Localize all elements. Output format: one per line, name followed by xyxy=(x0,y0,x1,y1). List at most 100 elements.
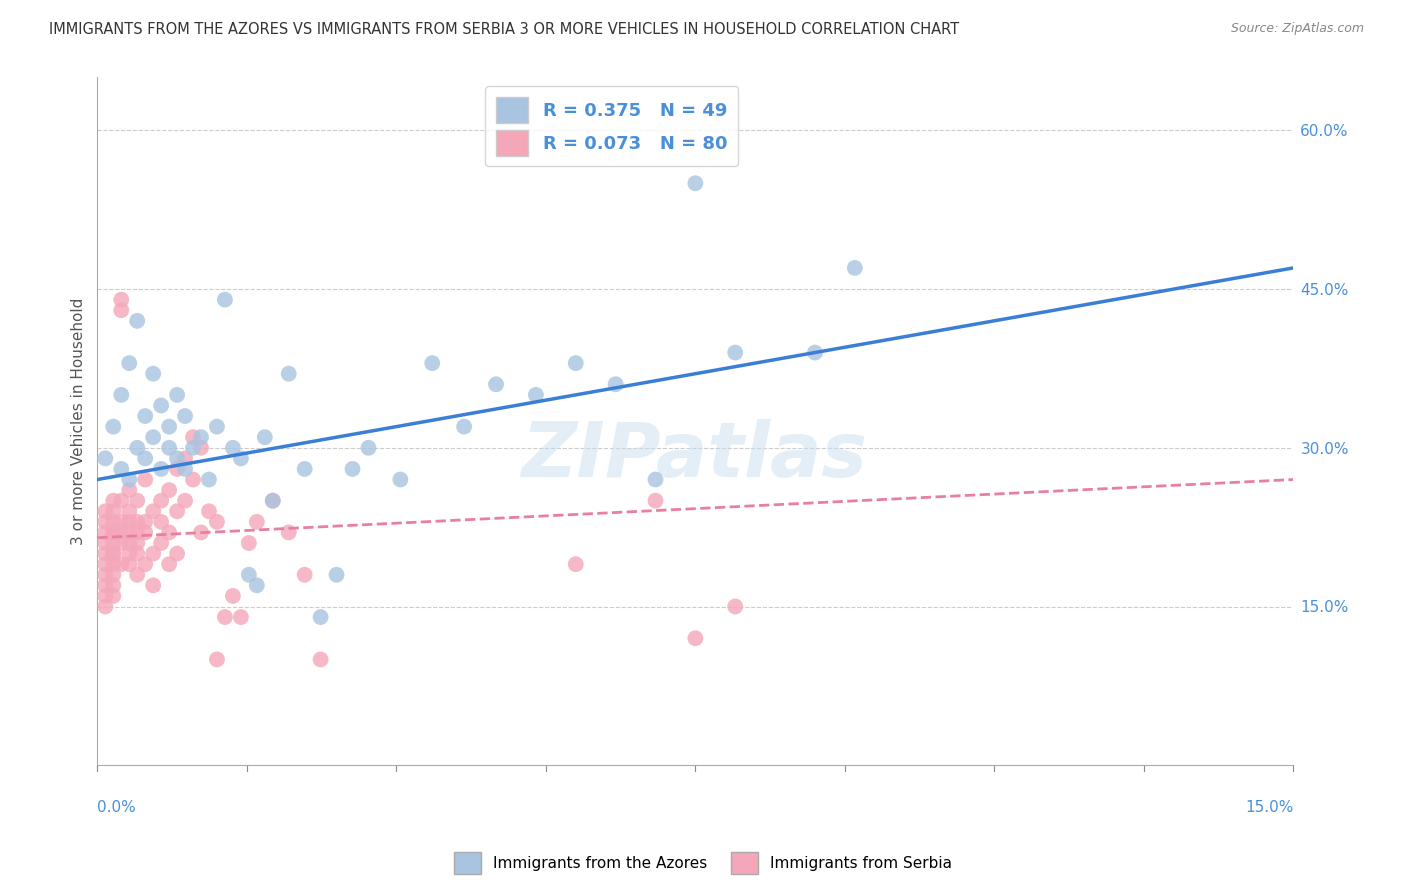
Point xyxy=(110,536,132,550)
Point xyxy=(166,388,188,402)
Point xyxy=(142,578,165,592)
Point xyxy=(294,567,316,582)
Point xyxy=(294,462,316,476)
Point xyxy=(253,430,276,444)
Point xyxy=(157,557,180,571)
Point xyxy=(127,441,149,455)
Point xyxy=(94,451,117,466)
Point xyxy=(127,314,149,328)
Point xyxy=(565,356,588,370)
Point xyxy=(357,441,380,455)
Point xyxy=(103,536,125,550)
Point xyxy=(94,557,117,571)
Point xyxy=(205,419,228,434)
Legend: Immigrants from the Azores, Immigrants from Serbia: Immigrants from the Azores, Immigrants f… xyxy=(447,846,959,880)
Point xyxy=(166,451,188,466)
Point xyxy=(110,557,132,571)
Point xyxy=(150,536,173,550)
Point xyxy=(325,567,347,582)
Point xyxy=(134,525,156,540)
Point xyxy=(277,525,299,540)
Point xyxy=(134,473,156,487)
Point xyxy=(724,599,747,614)
Point xyxy=(174,462,197,476)
Point xyxy=(174,493,197,508)
Point xyxy=(110,525,132,540)
Point xyxy=(246,515,269,529)
Point xyxy=(214,610,236,624)
Point xyxy=(94,515,117,529)
Point xyxy=(142,430,165,444)
Text: IMMIGRANTS FROM THE AZORES VS IMMIGRANTS FROM SERBIA 3 OR MORE VEHICLES IN HOUSE: IMMIGRANTS FROM THE AZORES VS IMMIGRANTS… xyxy=(49,22,959,37)
Text: 0.0%: 0.0% xyxy=(97,799,136,814)
Point xyxy=(222,441,245,455)
Point xyxy=(157,441,180,455)
Point xyxy=(103,525,125,540)
Point xyxy=(142,367,165,381)
Point xyxy=(134,515,156,529)
Point xyxy=(262,493,284,508)
Text: ZIPatlas: ZIPatlas xyxy=(523,418,869,492)
Point xyxy=(198,504,221,518)
Point xyxy=(190,430,212,444)
Point xyxy=(110,388,132,402)
Point xyxy=(142,504,165,518)
Point xyxy=(118,356,141,370)
Point xyxy=(229,451,252,466)
Point xyxy=(277,367,299,381)
Point xyxy=(118,483,141,497)
Point xyxy=(166,462,188,476)
Point xyxy=(94,504,117,518)
Point xyxy=(118,473,141,487)
Point xyxy=(174,451,197,466)
Point xyxy=(685,632,707,646)
Point xyxy=(110,303,132,318)
Point xyxy=(94,589,117,603)
Point xyxy=(342,462,364,476)
Point xyxy=(118,557,141,571)
Point xyxy=(150,515,173,529)
Point xyxy=(644,473,666,487)
Point xyxy=(485,377,508,392)
Point xyxy=(118,536,141,550)
Legend: R = 0.375   N = 49, R = 0.073   N = 80: R = 0.375 N = 49, R = 0.073 N = 80 xyxy=(485,87,738,167)
Point xyxy=(166,547,188,561)
Point xyxy=(157,525,180,540)
Point xyxy=(134,409,156,423)
Point xyxy=(181,473,204,487)
Point xyxy=(118,525,141,540)
Point xyxy=(94,536,117,550)
Point xyxy=(190,525,212,540)
Point xyxy=(150,462,173,476)
Point xyxy=(246,578,269,592)
Point xyxy=(103,493,125,508)
Point xyxy=(103,578,125,592)
Point xyxy=(174,409,197,423)
Point xyxy=(94,567,117,582)
Point xyxy=(118,515,141,529)
Point xyxy=(103,547,125,561)
Point xyxy=(229,610,252,624)
Point xyxy=(118,547,141,561)
Point xyxy=(804,345,827,359)
Point xyxy=(127,525,149,540)
Point xyxy=(150,493,173,508)
Point xyxy=(110,293,132,307)
Point xyxy=(103,504,125,518)
Point xyxy=(685,176,707,190)
Point xyxy=(134,557,156,571)
Point xyxy=(724,345,747,359)
Point xyxy=(94,599,117,614)
Point xyxy=(565,557,588,571)
Point xyxy=(205,515,228,529)
Point xyxy=(103,589,125,603)
Point xyxy=(157,419,180,434)
Point xyxy=(453,419,475,434)
Point xyxy=(844,260,866,275)
Point xyxy=(103,419,125,434)
Point xyxy=(103,515,125,529)
Point xyxy=(190,441,212,455)
Point xyxy=(110,493,132,508)
Point xyxy=(118,504,141,518)
Point xyxy=(110,462,132,476)
